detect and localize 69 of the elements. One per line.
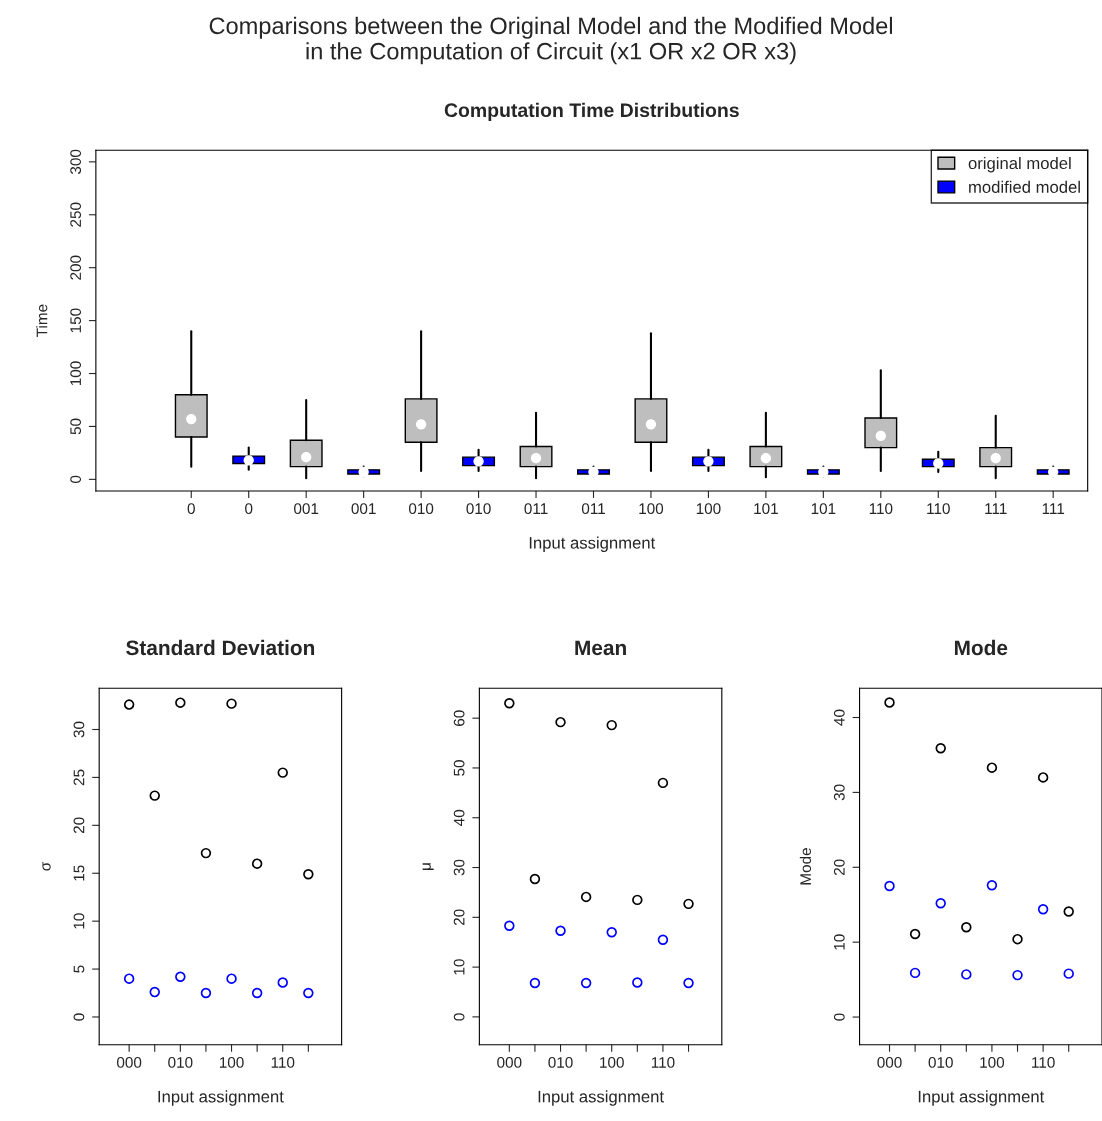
x-tick-label: 101 [811, 503, 836, 515]
x-tick-label: 110 [651, 1056, 675, 1068]
x-tick-label: 001 [351, 503, 376, 515]
y-tick-label: 0 [833, 1013, 845, 1021]
y-tick-label: 50 [453, 760, 465, 776]
x-tick-label: 101 [754, 503, 778, 515]
x-tick-label: 010 [168, 1056, 193, 1068]
x-tick-label: 100 [696, 503, 721, 515]
x-axis-title: Input assignment [538, 1090, 664, 1106]
y-tick-label: 10 [73, 913, 85, 929]
x-tick-label: 110 [271, 1056, 295, 1068]
y-tick-label: 10 [453, 959, 465, 975]
y-tick-label: 150 [70, 308, 82, 333]
x-tick-label: 011 [524, 503, 548, 515]
y-tick-label: 0 [73, 1013, 85, 1021]
x-axis-title: Input assignment [918, 1090, 1045, 1106]
y-axis-title: σ [42, 862, 51, 871]
x-tick-label: 110 [927, 503, 950, 515]
x-tick-label: 100 [219, 1056, 244, 1068]
y-tick-label: 25 [73, 769, 85, 786]
chart-subtitle: Computation Time Distributions [444, 102, 739, 121]
y-tick-label: 20 [73, 817, 85, 834]
y-tick-label: 0 [453, 1013, 465, 1021]
y-tick-label: 40 [833, 709, 845, 726]
x-tick-label: 000 [497, 1056, 522, 1068]
x-tick-label: 010 [548, 1056, 573, 1068]
legend-label: original model [968, 156, 1071, 173]
y-tick-label: 30 [453, 859, 465, 876]
x-tick-label: 100 [980, 1056, 1005, 1068]
x-tick-label: 010 [408, 503, 434, 515]
x-tick-label: 110 [1032, 1056, 1055, 1068]
x-tick-label: 110 [869, 503, 893, 515]
y-tick-label: 0 [70, 475, 82, 484]
y-tick-label: 60 [453, 710, 465, 726]
x-tick-label: 010 [466, 503, 491, 515]
chart-title: Standard Deviation [126, 639, 315, 656]
y-axis-title: Time [36, 304, 48, 337]
x-tick-label: 100 [639, 503, 664, 515]
x-axis-title: Input assignment [158, 1090, 284, 1106]
legend-label: modified model [969, 180, 1080, 193]
x-tick-label: 0 [187, 503, 195, 515]
x-tick-label: 100 [600, 1056, 624, 1068]
y-tick-label: 30 [833, 784, 845, 801]
y-tick-label: 20 [833, 859, 845, 876]
x-tick-label: 000 [877, 1056, 902, 1068]
y-tick-label: 300 [70, 149, 82, 175]
chart-title: Mean [575, 640, 626, 656]
chart-title: Comparisons between the Original Model and the Modified Model in the Computation of Circuit (x1 OR x2 OR x3) [209, 16, 892, 65]
y-tick-label: 250 [70, 202, 82, 227]
y-tick-label: 20 [453, 909, 465, 926]
y-tick-label: 50 [70, 418, 82, 435]
x-tick-label: 000 [116, 1056, 142, 1068]
y-tick-label: 5 [73, 965, 85, 973]
y-axis-title: Mode [799, 848, 812, 885]
y-tick-label: 40 [453, 809, 465, 826]
y-axis-title: μ [422, 863, 434, 870]
y-tick-label: 15 [73, 865, 85, 881]
y-tick-label: 200 [70, 255, 82, 280]
y-tick-label: 100 [70, 361, 82, 386]
y-tick-label: 30 [73, 721, 85, 738]
x-tick-label: 111 [985, 503, 1007, 514]
x-tick-label: 111 [1042, 503, 1065, 514]
chart-title: Mode [954, 639, 1008, 656]
x-axis-title: Input assignment [529, 536, 656, 553]
x-tick-label: 001 [294, 503, 319, 515]
x-tick-label: 011 [581, 503, 605, 515]
x-tick-label: 010 [928, 1056, 953, 1068]
x-tick-label: 0 [245, 503, 253, 515]
y-tick-label: 10 [833, 934, 845, 950]
